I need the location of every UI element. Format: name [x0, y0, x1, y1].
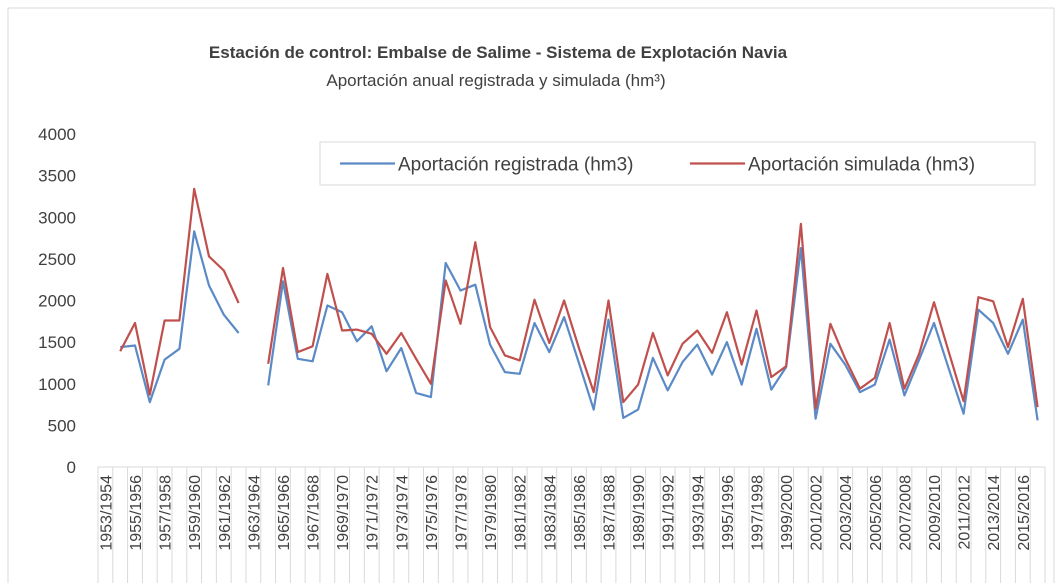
x-tick-label: 2007/2008 [897, 475, 914, 551]
x-tick-label: 2003/2004 [838, 475, 855, 551]
x-tick-label: 2013/2014 [986, 475, 1003, 551]
y-tick-label: 3000 [38, 208, 76, 227]
x-tick-label: 1993/1994 [690, 475, 707, 551]
x-tick-label: 2001/2002 [809, 475, 826, 551]
legend-label: Aportación registrada (hm3) [398, 155, 634, 176]
y-tick-label: 500 [48, 416, 76, 435]
x-tick-label: 1959/1960 [187, 475, 204, 551]
x-tick-label: 1973/1974 [394, 475, 411, 551]
series-line [119, 187, 1039, 410]
y-tick-label: 1000 [38, 375, 76, 394]
x-tick-label: 1995/1996 [720, 475, 737, 551]
x-tick-label: 1963/1964 [246, 475, 263, 551]
x-tick-label: 1991/1992 [661, 475, 678, 551]
chart-subtitle: Aportación anual registrada y simulada (… [326, 71, 665, 90]
x-tick-label: 2005/2006 [868, 475, 885, 551]
x-tick-label: 1957/1958 [158, 475, 175, 551]
x-tick-label: 1977/1978 [454, 475, 471, 551]
y-tick-label: 1500 [38, 333, 76, 352]
y-tick-label: 2500 [38, 250, 76, 269]
x-tick-label: 2011/2012 [957, 475, 974, 550]
x-tick-label: 1989/1990 [631, 475, 648, 551]
chart-title: Estación de control: Embalse de Salime -… [209, 43, 788, 62]
y-tick-label: 4000 [38, 125, 76, 144]
x-tick-label: 1961/1962 [217, 475, 234, 551]
x-tick-label: 1981/1982 [513, 475, 530, 551]
x-tick-label: 1953/1954 [98, 475, 115, 551]
x-tick-label: 1983/1984 [542, 475, 559, 551]
x-tick-label: 2015/2016 [1016, 475, 1033, 551]
x-tick-label: 1965/1966 [276, 475, 293, 551]
x-tick-label: 1971/1972 [365, 475, 382, 551]
x-tick-label: 1975/1976 [424, 475, 441, 551]
legend-label: Aportación simulada (hm3) [748, 155, 975, 176]
x-tick-label: 1999/2000 [779, 475, 796, 551]
y-tick-label: 2000 [38, 292, 76, 311]
legend-box [319, 141, 1036, 186]
series-line [120, 230, 1039, 421]
x-tick-label: 1969/1970 [335, 475, 352, 551]
y-tick-label: 0 [67, 458, 76, 477]
y-tick-label: 3500 [38, 167, 76, 186]
x-tick-label: 1967/1968 [306, 475, 323, 551]
x-tick-label: 1979/1980 [483, 475, 500, 551]
x-tick-label: 1985/1986 [572, 475, 589, 551]
x-tick-label: 2009/2010 [927, 475, 944, 551]
x-tick-label: 1997/1998 [749, 475, 766, 551]
x-tick-label: 1955/1956 [128, 475, 145, 551]
x-tick-label: 1987/1988 [601, 475, 618, 551]
